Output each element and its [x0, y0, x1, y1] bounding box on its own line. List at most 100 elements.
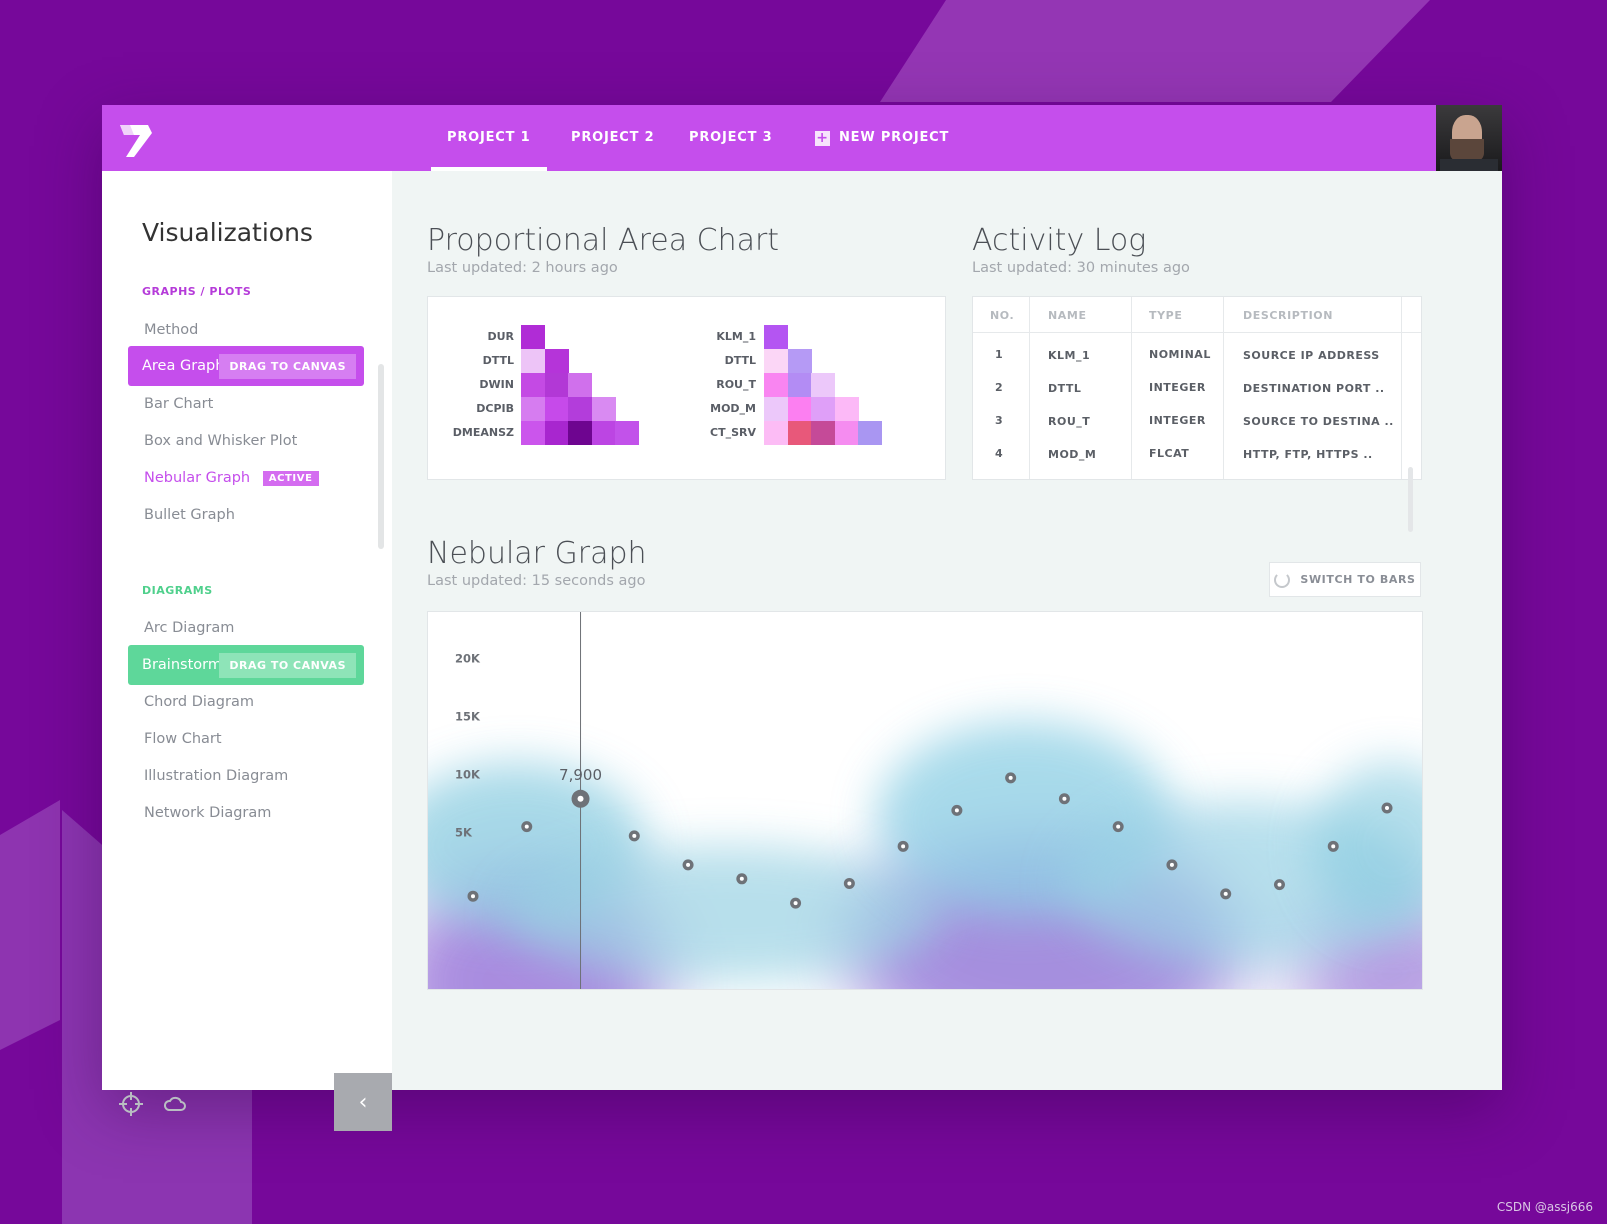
area-cell	[591, 421, 616, 445]
area-cell	[764, 421, 788, 445]
nebular-updated: Last updated: 15 seconds ago	[427, 573, 646, 589]
row-label: DCPIB	[476, 402, 514, 415]
sidebar-item-box-whisker[interactable]: Box and Whisker Plot	[144, 433, 298, 449]
cell-type: INTEGER	[1149, 414, 1206, 427]
sidebar-item-label: Nebular Graph	[144, 470, 251, 486]
area-cell	[544, 397, 569, 421]
drag-to-canvas-button[interactable]: DRAG TO CANVAS	[219, 653, 356, 678]
cell-no: 1	[995, 348, 1004, 361]
area-cell	[787, 349, 812, 373]
sidebar-scrollbar[interactable]	[378, 364, 384, 549]
area-cell	[858, 421, 882, 445]
nebular-title: Nebular Graph	[427, 536, 647, 571]
area-cell	[544, 421, 569, 445]
area-cell	[615, 421, 639, 445]
data-point[interactable]	[1005, 772, 1017, 784]
column-header: NAME	[1048, 309, 1087, 322]
crosshair-icon[interactable]	[118, 1091, 144, 1117]
cell-no: 2	[995, 381, 1004, 394]
area-cell	[568, 421, 592, 445]
data-point[interactable]	[790, 897, 802, 909]
cell-description: HTTP, FTP, HTTPS ..	[1243, 448, 1373, 461]
area-cell	[591, 397, 616, 421]
sidebar-item-bullet-graph[interactable]: Bullet Graph	[144, 507, 235, 523]
sidebar-item-method[interactable]: Method	[144, 322, 199, 338]
switch-to-bars-button[interactable]: SWITCH TO BARS	[1269, 562, 1421, 597]
area-cell	[568, 373, 592, 397]
data-point[interactable]	[736, 873, 748, 885]
data-point[interactable]	[1058, 793, 1070, 805]
data-label: 7,900	[559, 766, 602, 784]
area-cell	[811, 397, 835, 421]
cell-no: 4	[995, 447, 1004, 460]
area-cell	[811, 421, 835, 445]
row-label: DMEANSZ	[452, 426, 514, 439]
sidebar-item-illustration-diagram[interactable]: Illustration Diagram	[144, 768, 289, 784]
cell-type: INTEGER	[1149, 381, 1206, 394]
area-chart-card: DUR DTTL DWIN DCPIB DMEANSZ KLM_1 DTTL R…	[427, 296, 946, 480]
cell-description: SOURCE TO DESTINA ..	[1243, 415, 1394, 428]
cell-name: ROU_T	[1048, 415, 1091, 428]
data-point[interactable]	[843, 877, 855, 889]
data-point[interactable]	[897, 840, 909, 852]
switch-label: SWITCH TO BARS	[1300, 573, 1416, 586]
top-bar: PROJECT 1 PROJECT 2 PROJECT 3 + NEW PROJ…	[102, 105, 1502, 171]
cell-type: NOMINAL	[1149, 348, 1211, 361]
cloud-icon[interactable]	[162, 1091, 188, 1117]
plus-icon: +	[815, 129, 830, 146]
sidebar-item-nebular-graph[interactable]: Nebular Graph ACTIVE	[144, 470, 319, 486]
y-tick-label: 15K	[455, 709, 481, 723]
row-label: DWIN	[479, 378, 514, 391]
sidebar-item-area-graph[interactable]: Area Graph DRAG TO CANVAS	[128, 346, 364, 386]
data-point[interactable]	[951, 804, 963, 816]
sidebar-item-flow-chart[interactable]: Flow Chart	[144, 731, 222, 747]
active-badge: ACTIVE	[262, 471, 319, 486]
data-point[interactable]	[1166, 859, 1178, 871]
activity-log-updated: Last updated: 30 minutes ago	[972, 260, 1190, 276]
area-chart-title: Proportional Area Chart	[427, 223, 780, 258]
collapse-sidebar-button[interactable]: ‹	[334, 1073, 392, 1131]
data-point[interactable]	[1220, 888, 1232, 900]
area-cell	[834, 421, 859, 445]
data-point[interactable]	[521, 821, 533, 833]
data-point[interactable]	[1327, 840, 1339, 852]
cell-description: SOURCE IP ADDRESS	[1243, 349, 1380, 362]
tab-project-1[interactable]: PROJECT 1	[431, 105, 546, 171]
activity-log-table: NO. NAME TYPE DESCRIPTION 1 KLM_1 NOMINA…	[972, 296, 1422, 480]
row-label: DTTL	[482, 354, 514, 367]
area-cell	[521, 349, 545, 373]
sidebar: Visualizations GRAPHS / PLOTS Method Are…	[102, 171, 392, 1131]
avatar[interactable]	[1436, 105, 1502, 171]
area-chart-right-labels: KLM_1 DTTL ROU_T MOD_M CT_SRV	[676, 325, 756, 445]
area-cell	[787, 373, 812, 397]
sidebar-item-bar-chart[interactable]: Bar Chart	[144, 396, 214, 412]
row-label: ROU_T	[716, 378, 756, 391]
area-chart-right-grid	[764, 325, 884, 445]
sidebar-item-network-diagram[interactable]: Network Diagram	[144, 805, 272, 821]
row-label: MOD_M	[710, 402, 756, 415]
data-point[interactable]	[1273, 879, 1285, 891]
new-project-button[interactable]: + NEW PROJECT	[815, 105, 949, 171]
tab-project-3[interactable]: PROJECT 3	[689, 130, 773, 145]
data-point[interactable]	[467, 890, 479, 902]
y-tick-label: 20K	[455, 651, 481, 665]
drag-to-canvas-button[interactable]: DRAG TO CANVAS	[219, 354, 356, 379]
area-cell	[764, 373, 788, 397]
data-point[interactable]	[1381, 802, 1393, 814]
highlighted-data-point[interactable]	[571, 789, 590, 808]
sidebar-item-arc-diagram[interactable]: Arc Diagram	[144, 620, 235, 636]
area-cell	[544, 349, 569, 373]
area-cell	[834, 397, 859, 421]
nebular-graph-svg: 20K 15K 10K 5K 7,900	[428, 612, 1422, 989]
table-scrollbar[interactable]	[1408, 467, 1413, 532]
sidebar-item-chord-diagram[interactable]: Chord Diagram	[144, 694, 254, 710]
sidebar-item-brainstorm[interactable]: Brainstorm DRAG TO CANVAS	[128, 645, 364, 685]
data-point[interactable]	[682, 859, 694, 871]
data-point[interactable]	[1112, 821, 1124, 833]
tab-project-2[interactable]: PROJECT 2	[571, 130, 655, 145]
data-point[interactable]	[628, 830, 640, 842]
table-header: NO. NAME TYPE DESCRIPTION	[973, 297, 1421, 333]
row-label: KLM_1	[716, 330, 756, 343]
sidebar-item-label: Brainstorm	[142, 657, 222, 673]
row-label: CT_SRV	[710, 426, 756, 439]
